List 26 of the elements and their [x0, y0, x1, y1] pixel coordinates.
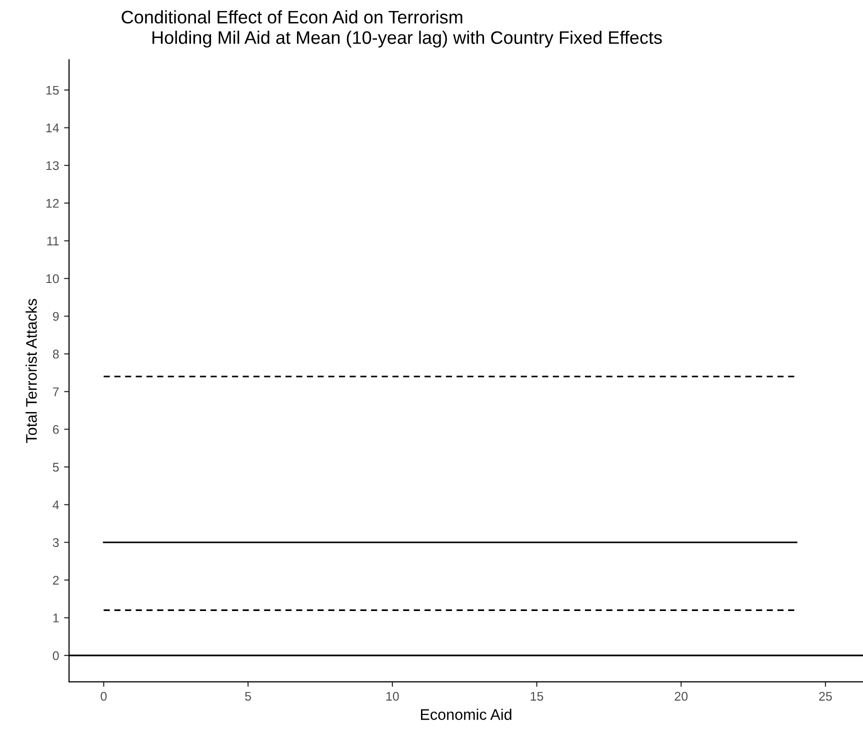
- x-tick-label: 5: [245, 692, 251, 701]
- y-tick-label: 12: [46, 198, 59, 208]
- y-tick-label: 0: [52, 651, 59, 660]
- y-axis-title: Total Terrorist Attacks: [26, 298, 37, 443]
- chart-title: Conditional Effect of Econ Aid on Terrorism: [122, 10, 462, 24]
- y-tick-label: 7: [53, 388, 59, 396]
- y-tick-label: 6: [53, 425, 59, 434]
- y-tick-label: 11: [47, 236, 59, 246]
- y-tick-label: 15: [46, 86, 59, 95]
- x-axis-title: Economic Aid: [420, 708, 512, 720]
- x-tick-label: 25: [819, 692, 832, 701]
- y-tick-label: 4: [52, 500, 59, 510]
- y-tick-label: 8: [52, 350, 59, 359]
- y-tick-label: 3: [52, 538, 59, 548]
- y-tick-label: 5: [52, 462, 59, 472]
- x-tick-label: 15: [530, 692, 544, 701]
- x-tick-label: 10: [386, 692, 399, 701]
- x-tick-label: 20: [674, 692, 688, 701]
- y-tick-label: 2: [52, 576, 59, 585]
- y-tick-label: 13: [46, 161, 59, 170]
- chart-subtitle: Holding Mil Aid at Mean (10-year lag) with Country Fixed Effects: [152, 30, 662, 48]
- x-tick-label: 0: [100, 692, 107, 701]
- y-tick-label: 14: [46, 124, 59, 132]
- y-tick-label: 9: [52, 312, 59, 321]
- y-tick-label: 10: [46, 274, 59, 284]
- y-tick-label: 1: [53, 614, 59, 622]
